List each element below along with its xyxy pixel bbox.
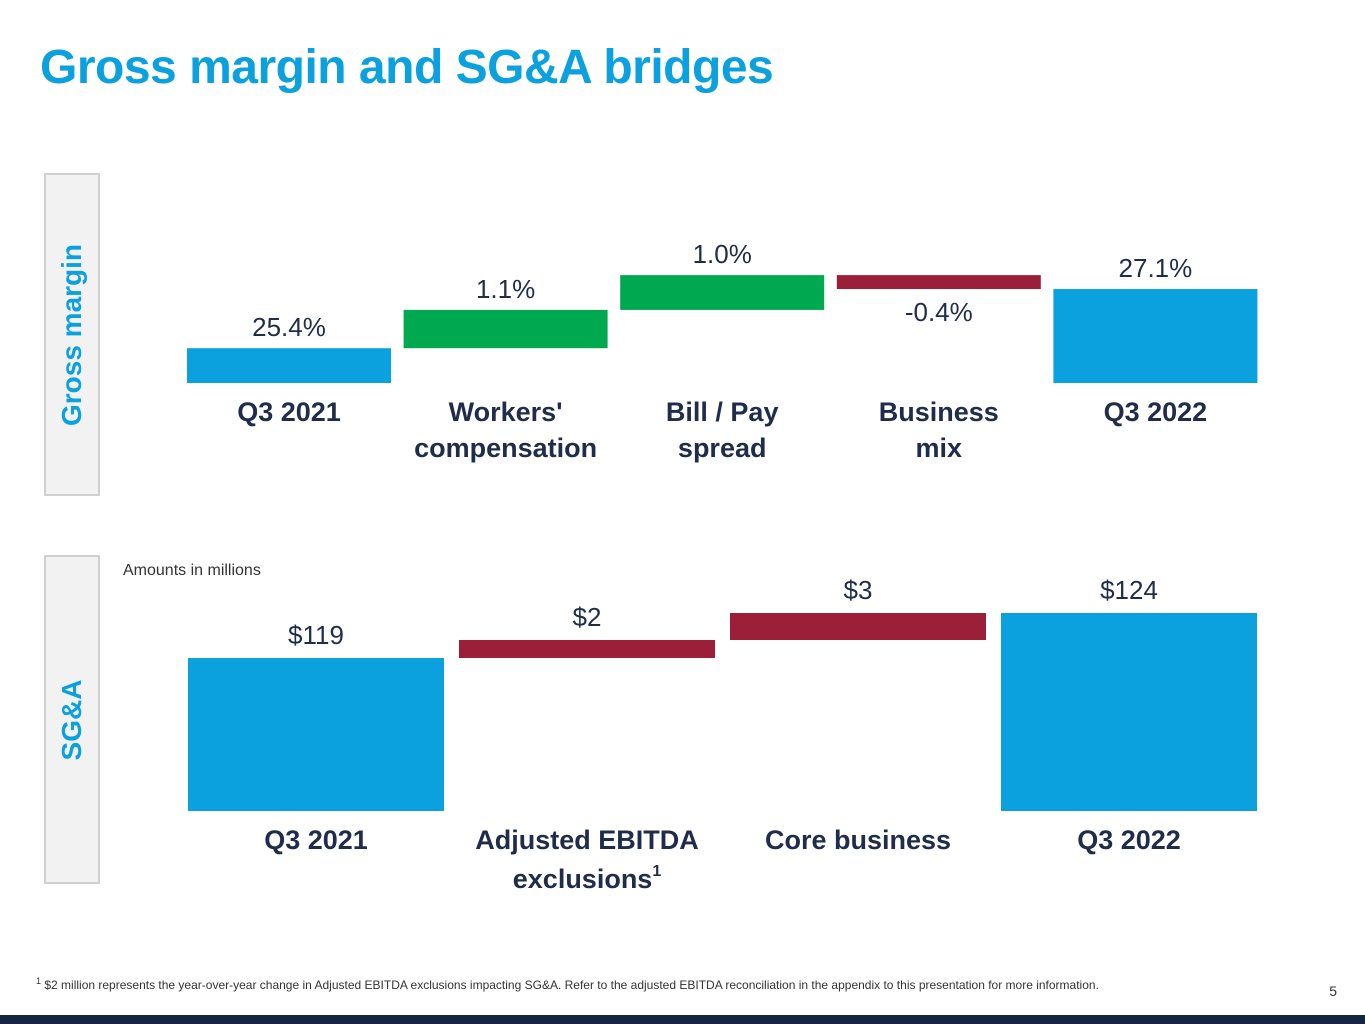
gm-category-label-3-0: Business: [879, 397, 999, 427]
sga-category-label-0-0: Q3 2021: [264, 825, 368, 855]
sga-category-label-1-0: Adjusted EBITDA: [475, 825, 699, 855]
gm-value-label-3: -0.4%: [905, 297, 973, 327]
sga-section-tab: SG&A: [44, 555, 100, 884]
gm-value-label-2: 1.0%: [693, 239, 752, 269]
amounts-note: Amounts in millions: [123, 562, 261, 579]
gm-bar-2: [620, 275, 825, 310]
sga-value-label-3: $124: [1100, 575, 1158, 605]
sga-category-label-1-1: exclusions1: [513, 863, 662, 894]
sga-bar-2: [730, 613, 986, 640]
gm-bar-4: [1053, 289, 1258, 383]
page-title: Gross margin and SG&A bridges: [40, 41, 774, 94]
sga-category-superscript-1: 1: [652, 863, 661, 880]
gross-margin-section-tab: Gross margin: [44, 173, 100, 496]
sga-category-label-2-0: Core business: [765, 825, 951, 855]
sga-bridge-chart: $119 Q3 2021 $2 Adjusted EBITDA exclusions1 $…: [188, 575, 1257, 894]
sga-value-label-2: $3: [844, 575, 873, 605]
gm-category-label-1-0: Workers': [449, 397, 563, 427]
sga-bar-3: [1001, 613, 1257, 811]
gm-bar-0: [187, 348, 391, 383]
gm-value-label-4: 27.1%: [1119, 253, 1193, 283]
gm-category-label-1-1: compensation: [414, 433, 597, 463]
gm-category-label-3-1: mix: [916, 433, 963, 463]
gm-category-label-0-0: Q3 2021: [237, 397, 341, 427]
gross-margin-bridge-chart: 25.4% Q3 2021 1.1% Workers' compensation 1.0%…: [187, 239, 1258, 463]
sga-value-label-0: $119: [288, 620, 344, 650]
gm-bar-3: [836, 275, 1041, 290]
footer-bar: [0, 1015, 1365, 1024]
footnote-marker: 1: [36, 976, 42, 986]
page-number: 5: [1329, 983, 1337, 999]
gm-bar-1: [403, 309, 608, 349]
gm-value-label-1: 1.1%: [476, 274, 535, 304]
gm-category-label-2-0: Bill / Pay: [666, 397, 779, 427]
sga-bar-0: [188, 658, 444, 811]
gm-category-label-4-0: Q3 2022: [1104, 397, 1208, 427]
footnote-text: $2 million represents the year-over-year…: [44, 978, 1099, 992]
gm-category-label-2-1: spread: [678, 433, 767, 463]
sga-value-label-1: $2: [573, 602, 602, 632]
sga-bar-1: [459, 640, 715, 658]
gm-value-label-0: 25.4%: [252, 312, 326, 342]
sga-category-label-3-0: Q3 2022: [1077, 825, 1181, 855]
footnote: 1 $2 million represents the year-over-ye…: [36, 976, 1099, 992]
